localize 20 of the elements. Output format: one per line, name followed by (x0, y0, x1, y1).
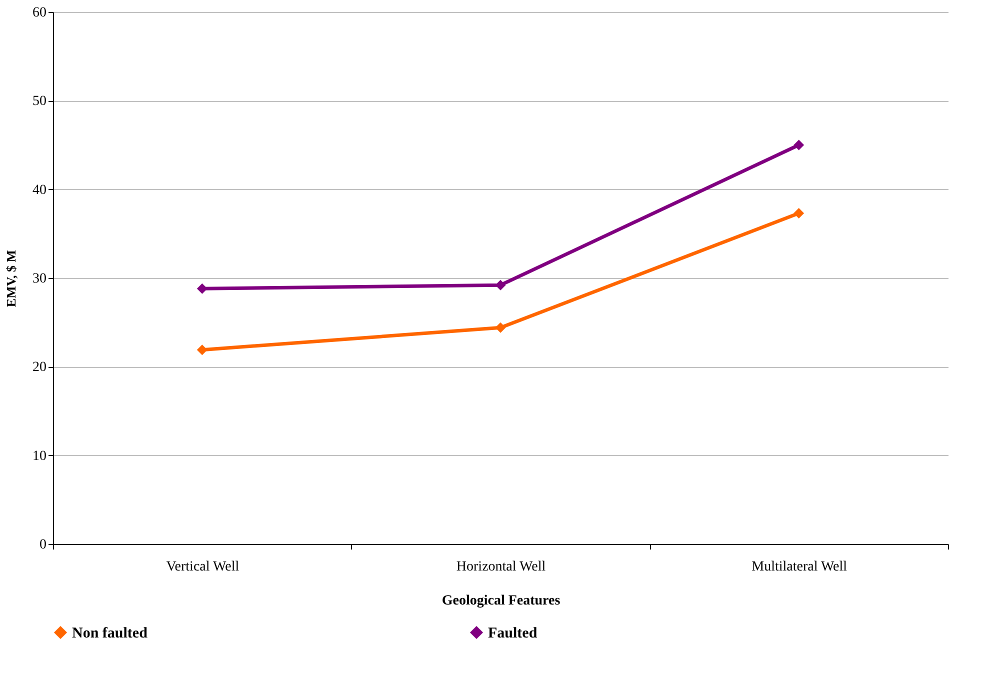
x-tick-label: Vertical Well (166, 560, 240, 574)
point (794, 208, 804, 219)
legend-label: Faulted (488, 626, 538, 642)
legend-label: Non faulted (72, 626, 148, 642)
y-tick-label: 30 (32, 272, 46, 286)
y-axis-title: EMV, $ M (4, 250, 18, 308)
y-tick-label: 60 (32, 6, 46, 20)
point (794, 140, 804, 150)
y-tick-label: 10 (32, 448, 46, 464)
x-tick-label: Multilateral Well (752, 560, 848, 574)
point (196, 344, 208, 356)
point (495, 322, 506, 333)
point (495, 280, 506, 290)
y-tick-label: 50 (32, 94, 46, 110)
y-tick-label: 40 (32, 182, 46, 198)
y-tick-label: 20 (32, 360, 46, 376)
x-tick-label: Horizontal Well (456, 560, 546, 574)
y-tick-label: 0 (40, 538, 46, 552)
x-axis-title: Geological Features (442, 594, 561, 608)
point (196, 283, 208, 294)
